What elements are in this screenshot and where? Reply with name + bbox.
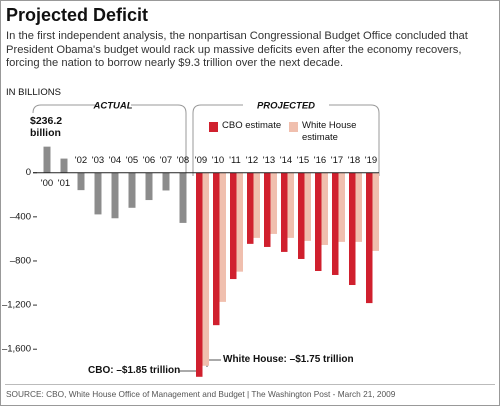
bar — [298, 172, 305, 259]
legend-label: White House estimate — [302, 120, 357, 143]
bar — [202, 172, 209, 366]
y-tick-label: 0 — [26, 167, 31, 178]
value-label: $236.2 billion — [30, 115, 63, 139]
bar — [196, 172, 203, 377]
bar — [111, 172, 119, 219]
bar — [43, 146, 51, 173]
y-tick-label: –1,600 — [2, 344, 31, 355]
chart-subtitle: In the first independent analysis, the n… — [6, 30, 468, 69]
value-label: CBO: –$1.85 trillion — [88, 365, 181, 376]
x-tick-label: '13 — [263, 155, 275, 166]
x-tick-label: '17 — [331, 155, 343, 166]
x-tick-label: '19 — [365, 155, 377, 166]
bar — [145, 172, 153, 201]
y-tick-label: –800 — [10, 255, 31, 266]
x-tick-label: '12 — [246, 155, 258, 166]
bar — [366, 172, 373, 304]
x-tick-label: '01 — [58, 178, 70, 189]
bar — [349, 172, 356, 286]
bar — [315, 172, 322, 271]
bar — [179, 172, 187, 223]
legend-swatch — [209, 122, 218, 132]
x-tick-label: '05 — [126, 155, 138, 166]
bar — [321, 172, 328, 245]
bar — [60, 158, 68, 173]
x-tick-label: '16 — [314, 155, 326, 166]
bar — [355, 172, 362, 242]
x-tick-label: '18 — [348, 155, 360, 166]
actual-bracket — [32, 104, 187, 176]
x-tick-label: '11 — [229, 155, 241, 166]
bar — [219, 172, 226, 302]
leader-line — [206, 359, 221, 367]
bar — [213, 172, 220, 326]
bar — [128, 172, 136, 208]
legend-swatch — [289, 122, 298, 132]
bar — [287, 172, 294, 238]
bar — [247, 172, 254, 244]
bar — [253, 172, 260, 238]
projected-bracket — [192, 104, 380, 176]
x-tick-label: '03 — [92, 155, 104, 166]
bar — [230, 172, 237, 280]
divider — [5, 384, 495, 385]
x-tick-label: '10 — [212, 155, 224, 166]
bar — [304, 172, 311, 241]
x-tick-label: '02 — [75, 155, 87, 166]
y-tick-label: –400 — [10, 211, 31, 222]
x-tick-label: '06 — [143, 155, 155, 166]
bar — [281, 172, 288, 252]
bar — [332, 172, 339, 275]
x-tick-label: '14 — [280, 155, 292, 166]
bar — [162, 172, 170, 191]
bar — [236, 172, 243, 272]
x-tick-label: '04 — [109, 155, 121, 166]
bar — [270, 172, 277, 234]
legend-label: CBO estimate — [222, 120, 282, 131]
bar — [338, 172, 345, 242]
source: SOURCE: CBO, White House Office of Manag… — [6, 389, 396, 399]
group-label: PROJECTED — [257, 101, 315, 112]
x-tick-label: '15 — [297, 155, 309, 166]
bar — [94, 172, 102, 215]
x-tick-label: '08 — [177, 155, 189, 166]
bar — [264, 172, 271, 247]
bar — [372, 172, 379, 251]
bar — [77, 172, 85, 191]
x-tick-label: '00 — [41, 178, 53, 189]
y-tick-label: –1,200 — [2, 300, 31, 311]
x-tick-label: '09 — [195, 155, 207, 166]
x-tick-label: '07 — [160, 155, 172, 166]
value-label: White House: –$1.75 trillion — [223, 354, 354, 365]
y-axis-label: IN BILLIONS — [6, 87, 61, 98]
chart-title: Projected Deficit — [6, 5, 149, 25]
group-label: ACTUAL — [92, 101, 132, 112]
